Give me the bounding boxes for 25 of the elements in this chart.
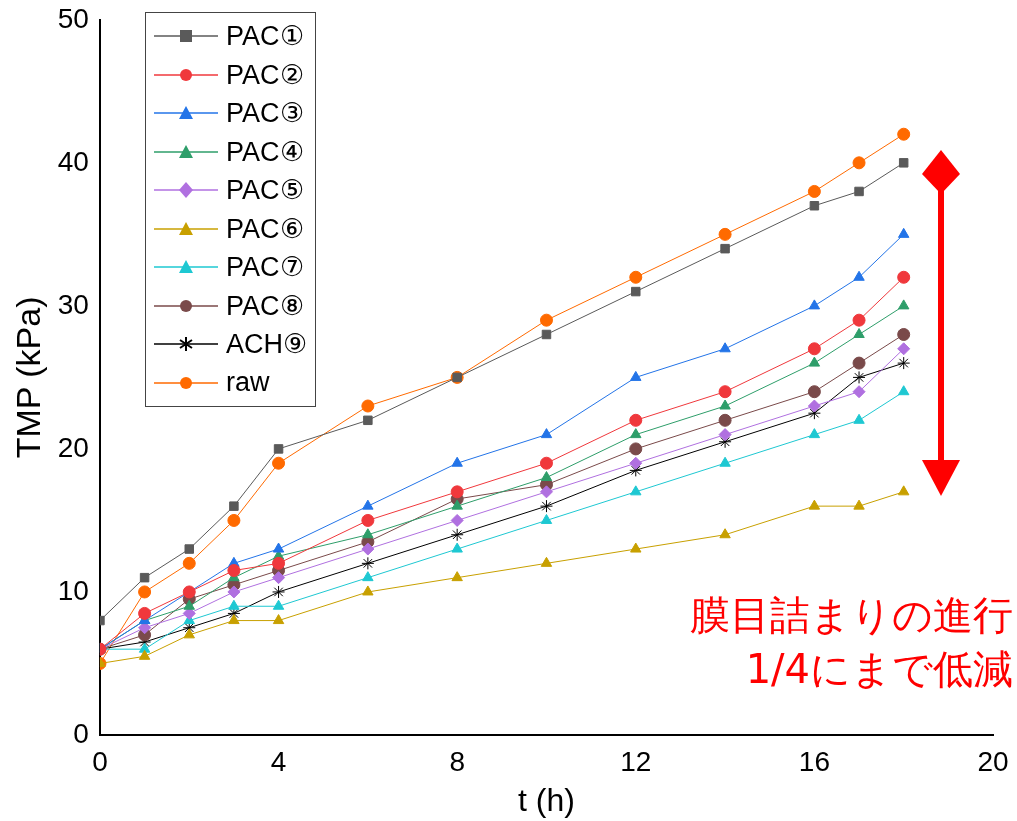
legend-label: raw (226, 367, 270, 399)
legend-label: PAC⑤ (226, 174, 304, 207)
x-tick-label: 20 (977, 745, 1009, 777)
legend-label: PAC⑥ (226, 212, 304, 245)
x-axis-title: t (h) (518, 781, 575, 818)
x-tick-label: 12 (620, 745, 652, 777)
legend-label: PAC⑧ (226, 289, 304, 322)
x-tick-label: 16 (798, 745, 830, 777)
legend-label: PAC② (226, 58, 304, 91)
x-tick-label: 8 (449, 745, 465, 777)
annotation: 1/4にまで低減 (744, 645, 1013, 694)
y-tick-label: 20 (57, 431, 89, 463)
y-tick-label: 30 (57, 288, 89, 320)
legend-label: PAC① (226, 20, 304, 53)
legend-label: ACH⑨ (226, 328, 308, 361)
y-tick-label: 40 (57, 145, 89, 177)
y-axis-title: TMP (kPa) (8, 296, 47, 459)
x-tick-label: 4 (270, 745, 287, 777)
legend-label: PAC④ (226, 135, 304, 168)
legend-label: PAC⑦ (226, 251, 304, 284)
y-tick-label: 0 (73, 717, 89, 749)
y-tick-label: 50 (57, 2, 89, 34)
y-tick-label: 10 (57, 574, 89, 606)
annotation: 膜目詰まりの進行 (690, 591, 1013, 640)
legend-label: PAC③ (226, 97, 304, 130)
